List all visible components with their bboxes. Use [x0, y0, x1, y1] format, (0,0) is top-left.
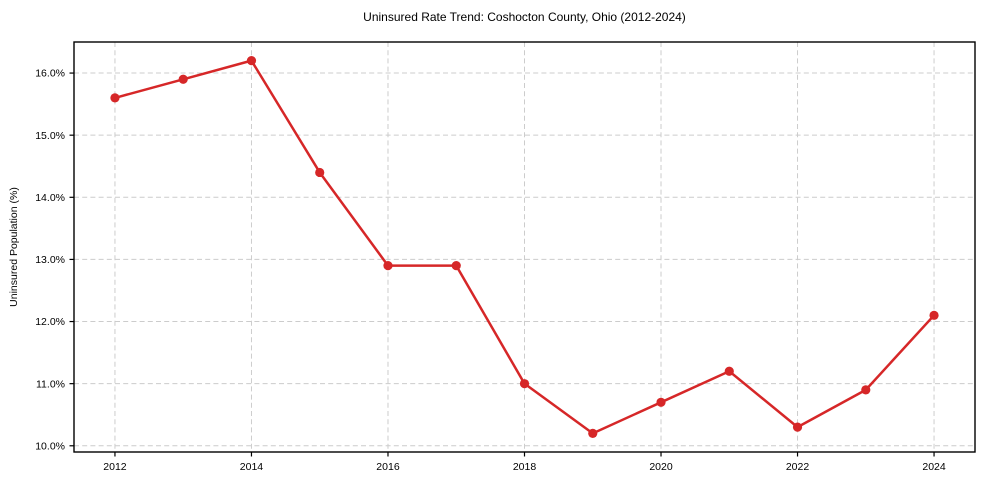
x-tick-label: 2012: [103, 461, 127, 473]
data-point: [451, 261, 461, 271]
data-point: [929, 310, 939, 320]
data-point: [656, 397, 666, 407]
data-point: [861, 385, 871, 395]
y-tick-label: 10.0%: [35, 440, 65, 452]
data-point: [315, 167, 325, 178]
x-tick-label: 2018: [513, 461, 537, 473]
x-tick-label: 2024: [922, 461, 946, 473]
y-tick-label: 12.0%: [35, 316, 65, 328]
data-point: [724, 366, 734, 376]
data-point: [110, 93, 120, 103]
data-point: [246, 56, 257, 66]
data-point: [383, 261, 393, 271]
y-tick-label: 14.0%: [35, 192, 65, 204]
x-tick-label: 2022: [786, 461, 810, 473]
y-tick-label: 13.0%: [35, 254, 65, 266]
x-tick-label: 2014: [240, 461, 264, 473]
x-tick-label: 2020: [649, 461, 673, 473]
y-tick-label: 16.0%: [35, 68, 65, 80]
y-tick-label: 15.0%: [35, 130, 65, 142]
data-point: [792, 422, 803, 432]
x-tick-label: 2016: [376, 461, 400, 473]
chart-title: Uninsured Rate Trend: Coshocton County, …: [363, 10, 686, 24]
data-point: [519, 379, 530, 389]
y-tick-label: 11.0%: [36, 378, 65, 390]
data-point: [178, 74, 188, 84]
data-point: [588, 428, 598, 438]
